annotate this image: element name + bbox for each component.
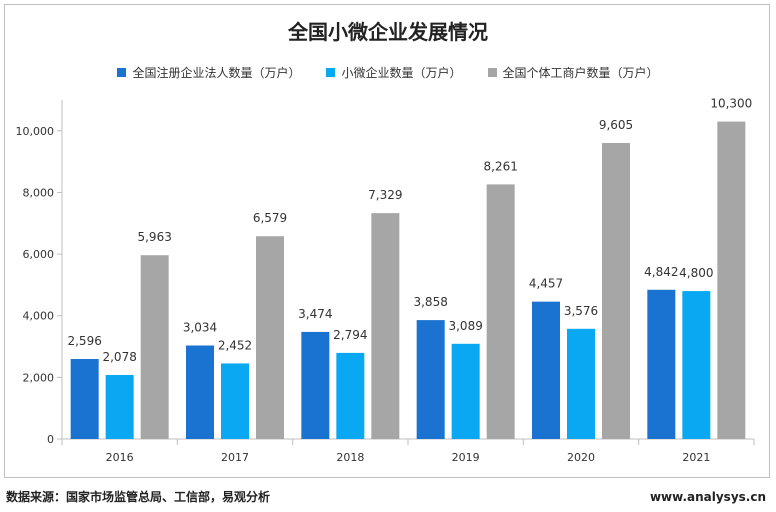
legend-label-individual: 全国个体工商户数量（万户）: [502, 66, 659, 80]
y-tick-label: 2,000: [23, 371, 55, 384]
x-tick-label-2020: 2020: [567, 451, 595, 464]
bar-2019-series-2: [486, 184, 515, 439]
chart-title: 全国小微企业发展情况: [288, 20, 488, 44]
legend-swatch-individual: [487, 68, 497, 77]
legend-item-registered-enterprises: 全国注册企业法人数量（万户）: [117, 64, 300, 81]
data-label: 2,078: [102, 350, 136, 364]
data-label: 6,579: [253, 211, 287, 225]
y-tick-label: 8,000: [23, 186, 55, 199]
y-tick-label: 6,000: [23, 248, 55, 261]
data-label: 10,300: [710, 97, 752, 111]
y-tick-label: 0: [47, 433, 54, 446]
bar-2018-series-2: [371, 213, 400, 439]
data-label: 3,474: [298, 307, 332, 321]
data-label: 2,452: [218, 338, 252, 352]
legend-label-registered: 全国注册企业法人数量（万户）: [132, 66, 301, 80]
bar-2021-series-1: [682, 291, 711, 439]
legend-swatch-registered: [117, 68, 127, 77]
y-tick-label: 4,000: [23, 310, 55, 323]
data-label: 4,842: [644, 265, 678, 279]
data-label: 4,800: [679, 266, 713, 280]
data-label: 4,457: [529, 277, 563, 291]
x-tick-label-2016: 2016: [106, 451, 134, 464]
data-label: 3,858: [413, 295, 447, 309]
bar-2020-series-2: [602, 142, 630, 439]
bar-2017-series-0: [186, 345, 214, 439]
x-tick-label-2018: 2018: [336, 451, 364, 464]
bar-2016-series-0: [70, 358, 99, 439]
bar-2017-series-1: [221, 363, 249, 439]
x-tick-label-2021: 2021: [682, 451, 710, 464]
data-label: 2,794: [333, 328, 367, 342]
bar-2018-series-1: [336, 352, 365, 439]
bar-2020-series-1: [567, 328, 595, 439]
data-label: 3,034: [183, 320, 217, 334]
legend-swatch-small-micro: [326, 68, 336, 77]
legend-item-small-micro: 小微企业数量（万户）: [326, 64, 462, 81]
x-tick-label-2017: 2017: [221, 451, 249, 464]
x-tick-label-2019: 2019: [452, 451, 480, 464]
bar-2017-series-2: [256, 236, 284, 439]
bar-2019-series-0: [416, 320, 445, 439]
bar-2016-series-1: [105, 374, 134, 439]
bar-2019-series-1: [451, 343, 480, 439]
legend-label-small-micro: 小微企业数量（万户）: [341, 66, 462, 80]
data-label: 3,089: [448, 319, 482, 333]
bar-2016-series-2: [140, 255, 169, 439]
data-label: 7,329: [368, 188, 402, 202]
legend-item-individual-business: 全国个体工商户数量（万户）: [487, 64, 659, 81]
website-url: www.analysys.cn: [649, 490, 766, 504]
y-tick-label: 10,000: [16, 125, 55, 138]
chart-legend: 全国注册企业法人数量（万户） 小微企业数量（万户） 全国个体工商户数量（万户）: [0, 64, 776, 81]
data-label: 9,605: [599, 118, 633, 132]
data-label: 5,963: [137, 230, 171, 244]
bar-2020-series-0: [532, 301, 560, 439]
bar-2021-series-2: [717, 121, 746, 439]
data-label: 8,261: [483, 159, 517, 173]
bar-2021-series-0: [647, 289, 676, 439]
bar-2018-series-0: [301, 331, 330, 439]
data-label: 2,596: [67, 334, 101, 348]
data-source-note: 数据来源：国家市场监管总局、工信部，易观分析: [6, 490, 271, 504]
data-label: 3,576: [564, 304, 598, 318]
